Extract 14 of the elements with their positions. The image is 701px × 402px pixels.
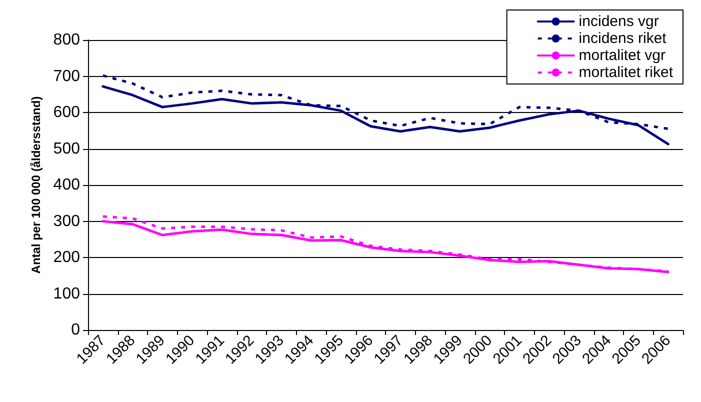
- legend-label: incidens riket: [578, 30, 668, 47]
- y-axis-title: Antal per 100 000 (åldersstand): [29, 96, 43, 274]
- y-tick-label: 200: [53, 249, 80, 266]
- y-tick-label: 500: [53, 140, 80, 158]
- y-tick-label: 300: [53, 212, 80, 230]
- y-tick-label: 700: [53, 68, 80, 85]
- y-tick-label: 600: [53, 104, 80, 121]
- y-tick-label: 400: [53, 176, 80, 194]
- legend-label: incidens vgr: [578, 13, 659, 30]
- legend-label: mortalitet vgr: [578, 47, 666, 64]
- y-tick-label: 100: [53, 285, 80, 302]
- y-tick-label: 800: [53, 32, 80, 48]
- y-tick-label: 0: [71, 322, 80, 338]
- legend-label: mortalitet riket: [578, 64, 674, 81]
